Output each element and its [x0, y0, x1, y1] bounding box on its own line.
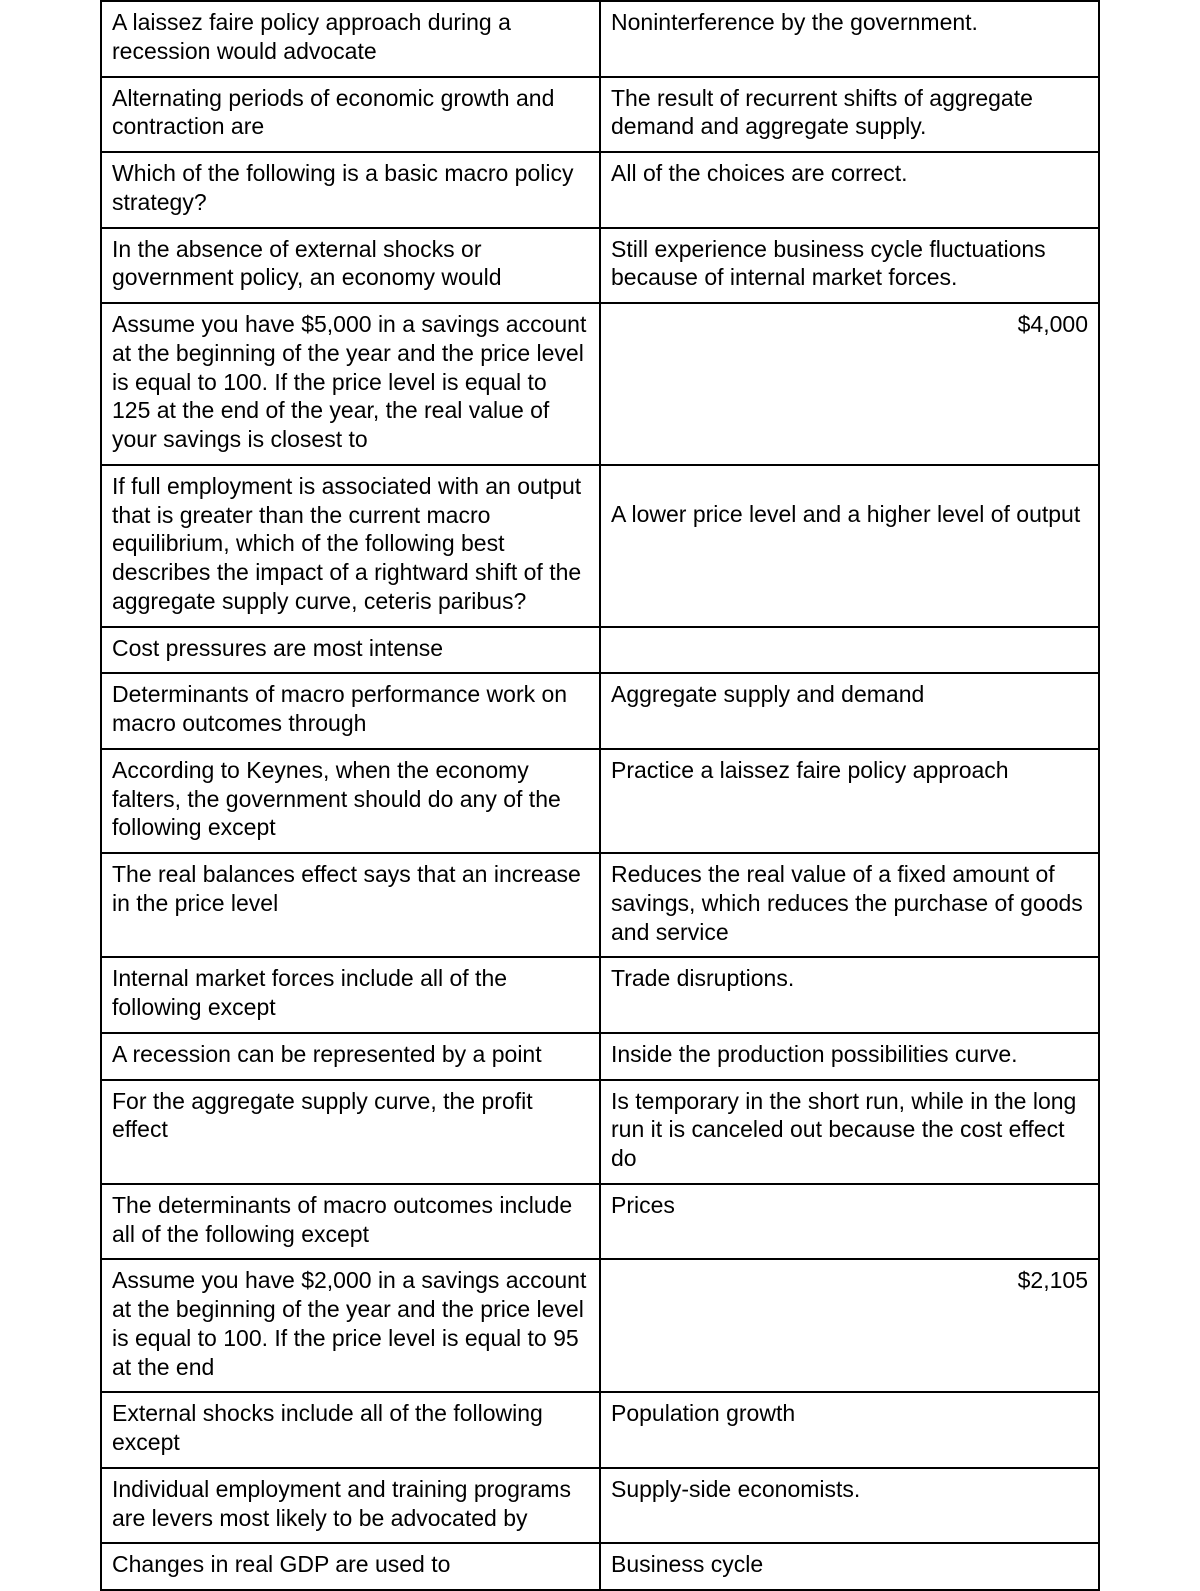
table-row: According to Keynes, when the economy fa… [101, 749, 1099, 853]
question-cell: Changes in real GDP are used to [101, 1543, 600, 1590]
table-row: The determinants of macro outcomes inclu… [101, 1184, 1099, 1260]
table-row: The real balances effect says that an in… [101, 853, 1099, 957]
answer-cell: $2,105 [600, 1259, 1099, 1392]
answer-cell: Noninterference by the government. [600, 1, 1099, 77]
answer-cell: Still experience business cycle fluctuat… [600, 228, 1099, 304]
table-row: Assume you have $2,000 in a savings acco… [101, 1259, 1099, 1392]
answer-cell: The result of recurrent shifts of aggreg… [600, 77, 1099, 153]
question-cell: External shocks include all of the follo… [101, 1392, 600, 1468]
table-row: For the aggregate supply curve, the prof… [101, 1080, 1099, 1184]
table-body: A laissez faire policy approach during a… [101, 1, 1099, 1590]
answer-cell: Aggregate supply and demand [600, 673, 1099, 749]
qa-table: A laissez faire policy approach during a… [100, 0, 1100, 1591]
table-row: Internal market forces include all of th… [101, 957, 1099, 1033]
answer-cell: Business cycle [600, 1543, 1099, 1590]
page-container: A laissez faire policy approach during a… [0, 0, 1200, 1591]
question-cell: According to Keynes, when the economy fa… [101, 749, 600, 853]
answer-cell: Is temporary in the short run, while in … [600, 1080, 1099, 1184]
table-row: Changes in real GDP are used toBusiness … [101, 1543, 1099, 1590]
question-cell: For the aggregate supply curve, the prof… [101, 1080, 600, 1184]
answer-cell: Supply-side economists. [600, 1468, 1099, 1544]
question-cell: Internal market forces include all of th… [101, 957, 600, 1033]
answer-cell: Prices [600, 1184, 1099, 1260]
question-cell: Cost pressures are most intense [101, 627, 600, 674]
question-cell: Alternating periods of economic growth a… [101, 77, 600, 153]
table-row: A laissez faire policy approach during a… [101, 1, 1099, 77]
table-row: A recession can be represented by a poin… [101, 1033, 1099, 1080]
table-row: External shocks include all of the follo… [101, 1392, 1099, 1468]
answer-cell [600, 627, 1099, 674]
question-cell: Which of the following is a basic macro … [101, 152, 600, 228]
answer-cell: Trade disruptions. [600, 957, 1099, 1033]
question-cell: Assume you have $2,000 in a savings acco… [101, 1259, 600, 1392]
question-cell: Assume you have $5,000 in a savings acco… [101, 303, 600, 465]
table-row: Which of the following is a basic macro … [101, 152, 1099, 228]
question-cell: The determinants of macro outcomes inclu… [101, 1184, 600, 1260]
table-row: Assume you have $5,000 in a savings acco… [101, 303, 1099, 465]
table-row: Individual employment and training progr… [101, 1468, 1099, 1544]
table-row: Alternating periods of economic growth a… [101, 77, 1099, 153]
table-row: If full employment is associated with an… [101, 465, 1099, 627]
question-cell: A recession can be represented by a poin… [101, 1033, 600, 1080]
table-row: Cost pressures are most intense [101, 627, 1099, 674]
question-cell: In the absence of external shocks or gov… [101, 228, 600, 304]
answer-cell: Inside the production possibilities curv… [600, 1033, 1099, 1080]
answer-cell: A lower price level and a higher level o… [600, 465, 1099, 627]
table-row: In the absence of external shocks or gov… [101, 228, 1099, 304]
question-cell: A laissez faire policy approach during a… [101, 1, 600, 77]
answer-cell: Practice a laissez faire policy approach [600, 749, 1099, 853]
table-row: Determinants of macro performance work o… [101, 673, 1099, 749]
answer-cell: $4,000 [600, 303, 1099, 465]
answer-cell: Population growth [600, 1392, 1099, 1468]
answer-cell: Reduces the real value of a fixed amount… [600, 853, 1099, 957]
question-cell: The real balances effect says that an in… [101, 853, 600, 957]
question-cell: Individual employment and training progr… [101, 1468, 600, 1544]
question-cell: If full employment is associated with an… [101, 465, 600, 627]
answer-cell: All of the choices are correct. [600, 152, 1099, 228]
question-cell: Determinants of macro performance work o… [101, 673, 600, 749]
